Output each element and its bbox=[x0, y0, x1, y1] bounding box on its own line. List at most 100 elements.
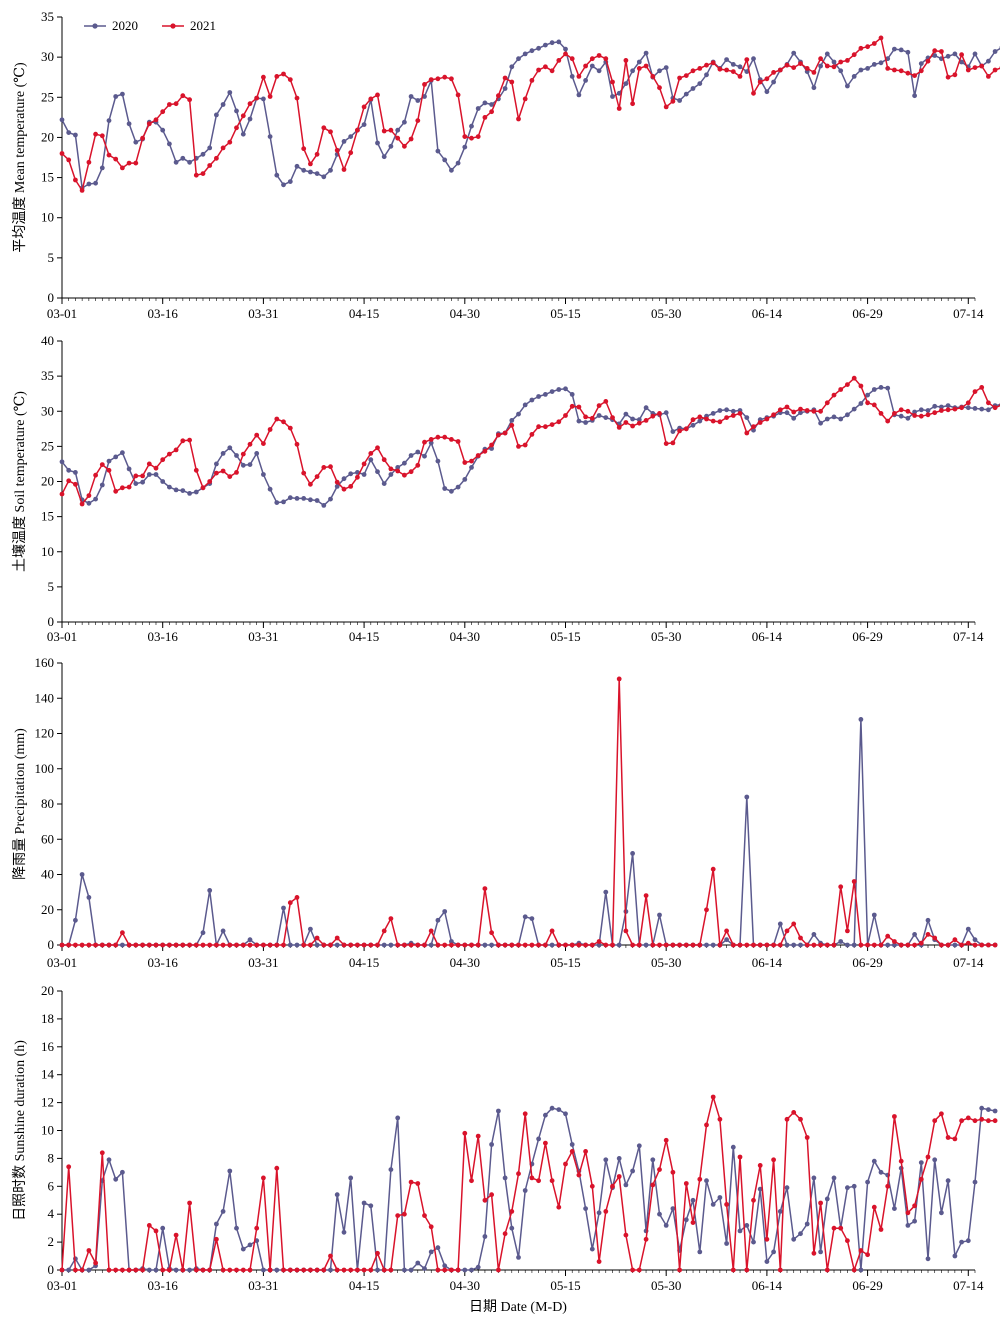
data-point-2020 bbox=[489, 446, 494, 451]
data-point-2021 bbox=[543, 64, 548, 70]
data-point-2021 bbox=[220, 468, 226, 474]
data-point-2021 bbox=[449, 76, 454, 82]
data-point-2020 bbox=[972, 406, 978, 411]
x-tick-label: 05-15 bbox=[550, 955, 580, 970]
data-point-2020 bbox=[683, 1217, 689, 1223]
data-point-2020 bbox=[945, 1178, 951, 1184]
data-point-2021 bbox=[945, 942, 951, 948]
data-point-2021 bbox=[616, 1174, 622, 1179]
y-tick-label: 0 bbox=[48, 937, 55, 952]
data-point-2021 bbox=[791, 1110, 797, 1115]
legend-label-2021: 2021 bbox=[190, 18, 216, 33]
data-point-2021 bbox=[757, 79, 763, 85]
data-point-2020 bbox=[737, 1228, 743, 1234]
data-point-2020 bbox=[321, 174, 327, 180]
data-point-2020 bbox=[79, 872, 85, 877]
data-point-2020 bbox=[912, 1218, 917, 1224]
data-point-2020 bbox=[569, 1142, 575, 1147]
x-tick-label: 04-30 bbox=[450, 955, 480, 970]
data-point-2021 bbox=[670, 942, 676, 948]
data-point-2021 bbox=[536, 1178, 541, 1184]
data-point-2020 bbox=[516, 56, 521, 62]
data-point-2021 bbox=[321, 125, 327, 131]
data-point-2021 bbox=[455, 942, 461, 948]
data-point-2020 bbox=[543, 1112, 548, 1118]
data-point-2021 bbox=[670, 98, 676, 104]
data-point-2021 bbox=[160, 1267, 166, 1273]
data-point-2021 bbox=[636, 66, 642, 71]
y-tick-label: 10 bbox=[41, 1123, 54, 1138]
data-point-2021 bbox=[99, 133, 105, 139]
data-point-2021 bbox=[710, 60, 716, 66]
data-point-2021 bbox=[496, 942, 501, 948]
data-point-2020 bbox=[791, 942, 797, 948]
data-point-2021 bbox=[979, 385, 985, 390]
data-point-2020 bbox=[556, 387, 562, 392]
data-point-2020 bbox=[160, 479, 166, 484]
data-point-2021 bbox=[730, 69, 736, 74]
y-axis-title: 土壤温度 Soil temperature (℃) bbox=[11, 391, 28, 572]
data-point-2020 bbox=[207, 888, 213, 893]
data-point-2020 bbox=[435, 148, 441, 154]
data-point-2021 bbox=[361, 1267, 367, 1273]
data-point-2021 bbox=[261, 1175, 266, 1181]
data-point-2020 bbox=[287, 179, 293, 185]
data-point-2021 bbox=[442, 1267, 448, 1273]
data-point-2020 bbox=[462, 144, 468, 150]
data-point-2020 bbox=[878, 385, 884, 390]
y-tick-label: 30 bbox=[41, 49, 54, 64]
data-point-2021 bbox=[569, 403, 575, 409]
data-point-2021 bbox=[556, 419, 562, 425]
data-point-2021 bbox=[804, 942, 810, 948]
data-point-2021 bbox=[428, 437, 434, 442]
data-point-2021 bbox=[865, 942, 870, 948]
data-point-2020 bbox=[449, 167, 454, 173]
data-point-2021 bbox=[348, 484, 354, 489]
data-point-2020 bbox=[623, 411, 629, 417]
y-tick-label: 15 bbox=[41, 509, 54, 524]
data-point-2021 bbox=[381, 128, 387, 134]
data-point-2020 bbox=[556, 1107, 562, 1112]
y-tick-label: 40 bbox=[41, 333, 54, 348]
data-point-2021 bbox=[167, 942, 172, 948]
data-point-2021 bbox=[106, 152, 112, 158]
data-point-2020 bbox=[442, 157, 448, 163]
data-point-2020 bbox=[563, 46, 568, 52]
data-point-2021 bbox=[106, 1267, 112, 1273]
y-tick-label: 4 bbox=[48, 1206, 55, 1221]
data-point-2020 bbox=[959, 59, 964, 65]
data-point-2020 bbox=[616, 1156, 622, 1161]
data-point-2021 bbox=[576, 74, 582, 79]
data-point-2020 bbox=[986, 58, 991, 64]
x-tick-label: 06-29 bbox=[852, 1278, 882, 1293]
data-point-2021 bbox=[663, 104, 669, 110]
data-point-2021 bbox=[892, 411, 897, 416]
data-point-2021 bbox=[845, 58, 850, 63]
data-point-2020 bbox=[737, 64, 743, 70]
data-point-2021 bbox=[153, 942, 159, 948]
data-point-2020 bbox=[858, 717, 864, 722]
data-point-2020 bbox=[717, 1195, 723, 1200]
data-point-2020 bbox=[724, 407, 729, 413]
data-point-2021 bbox=[334, 935, 340, 941]
data-point-2020 bbox=[536, 394, 541, 399]
data-point-2020 bbox=[549, 942, 555, 948]
data-point-2020 bbox=[153, 472, 159, 477]
data-point-2020 bbox=[287, 942, 293, 948]
data-point-2020 bbox=[66, 467, 72, 473]
data-point-2021 bbox=[818, 56, 823, 62]
data-point-2021 bbox=[905, 408, 911, 414]
data-point-2021 bbox=[549, 1178, 555, 1184]
x-tick-label: 03-16 bbox=[148, 306, 179, 321]
data-point-2020 bbox=[334, 484, 340, 489]
panel-4: 0 2 4 6 8 10 12 14 16 18 20 03-01 03-16 03-31 04-15 04-… bbox=[12, 983, 998, 1293]
y-tick-label: 0 bbox=[48, 614, 55, 629]
data-point-2021 bbox=[462, 134, 468, 140]
data-point-2021 bbox=[529, 942, 535, 948]
data-point-2020 bbox=[818, 63, 823, 69]
data-point-2021 bbox=[180, 93, 186, 99]
data-point-2020 bbox=[240, 1246, 246, 1252]
data-point-2021 bbox=[663, 1137, 669, 1143]
data-point-2021 bbox=[959, 942, 964, 948]
data-point-2021 bbox=[348, 150, 354, 156]
